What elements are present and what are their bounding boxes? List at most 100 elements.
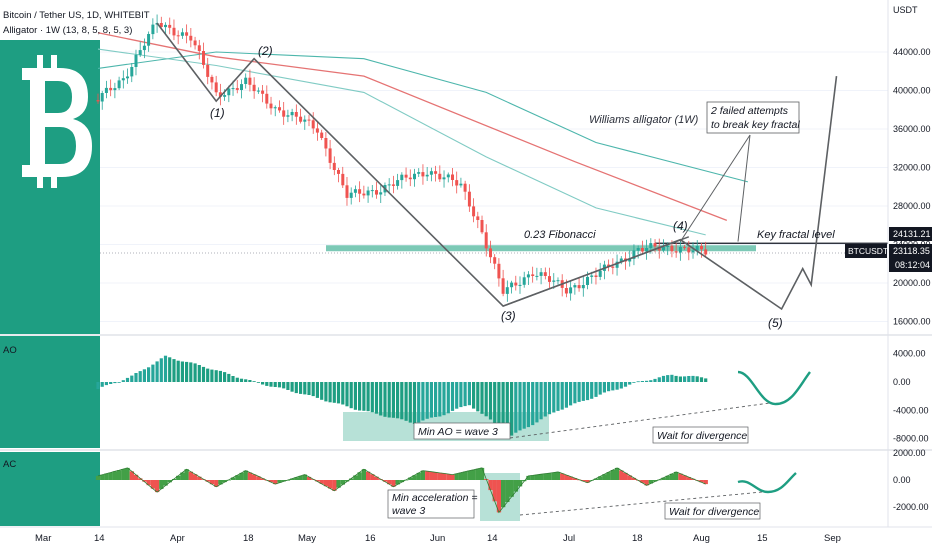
- ao-bar: [235, 377, 239, 382]
- ac-area-segment: [615, 467, 620, 480]
- ac-area-segment: [475, 468, 480, 480]
- ac-area-segment: [674, 471, 679, 480]
- candle-body: [185, 32, 189, 36]
- ao-bar: [151, 364, 155, 382]
- ac-area-segment: [496, 480, 502, 513]
- price-axis[interactable]: USDT 44000.00 40000.00 36000.00 32000.00 280…: [845, 0, 932, 527]
- symbol-badge-label: BTCUSDT: [848, 246, 888, 256]
- ac-area-segment: [277, 480, 282, 483]
- candle-body: [662, 247, 665, 251]
- ac-area-segment: [560, 473, 565, 480]
- ac-area-segment: [627, 475, 632, 480]
- ao-bar: [223, 372, 227, 382]
- ao-bar: [332, 382, 336, 403]
- ac-area-segment: [585, 480, 590, 483]
- ao-bar: [159, 358, 163, 382]
- candle-body: [442, 177, 446, 180]
- ao-bar: [358, 382, 362, 411]
- candle-body: [172, 27, 176, 36]
- ac-pane[interactable]: Min acceleration = wave 3 Wait for diver…: [0, 449, 932, 526]
- ac-tick: 0.00: [893, 475, 911, 485]
- ac-area-segment: [408, 477, 413, 480]
- candle-body: [189, 35, 193, 41]
- ac-projection-curve: [737, 472, 797, 494]
- candle-body: [564, 288, 568, 294]
- ao-pane-label[interactable]: AO: [3, 345, 17, 356]
- candle-body: [649, 243, 653, 248]
- ac-area-segment: [652, 480, 658, 482]
- candle-body: [628, 259, 632, 262]
- ao-bar: [299, 382, 303, 394]
- symbol-title[interactable]: Bitcoin / Tether US, 1D, WHITEBIT: [3, 10, 150, 21]
- price-tick: 32000.00: [893, 163, 931, 173]
- ao-bar: [569, 382, 573, 406]
- ao-tick: 4000.00: [893, 349, 926, 359]
- ac-area-segment: [370, 474, 375, 480]
- time-axis[interactable]: Mar 14 Apr 18 May 16 Jun 14 Jul 18 Aug 1…: [0, 526, 932, 544]
- ao-bar: [379, 382, 383, 416]
- ao-bar: [252, 381, 256, 382]
- ao-bar: [391, 382, 395, 418]
- ac-area-segment: [306, 476, 312, 480]
- ac-area-segment: [294, 477, 299, 480]
- ac-area-segment: [230, 477, 236, 480]
- ac-area-segment: [399, 480, 404, 483]
- ac-area-segment: [505, 480, 510, 502]
- fractal-price-label: 24131.21: [893, 229, 931, 239]
- ao-bar: [514, 382, 518, 433]
- candle-body: [227, 88, 231, 96]
- indicator-title[interactable]: Alligator · 1W (13, 8, 5, 8, 5, 3): [3, 25, 133, 36]
- ac-area-segment: [539, 474, 544, 480]
- candle-body: [362, 193, 366, 196]
- ac-area-segment: [222, 480, 227, 483]
- ao-bar: [210, 369, 214, 382]
- candle-body: [510, 282, 514, 288]
- price-tick: 44000.00: [893, 47, 931, 57]
- ac-area-segment: [568, 476, 573, 480]
- ao-bar: [547, 382, 552, 415]
- ac-pane-label[interactable]: AC: [3, 459, 17, 470]
- candle-body: [691, 250, 695, 253]
- candle-body: [548, 276, 551, 282]
- ao-bar: [248, 380, 252, 382]
- ao-pane[interactable]: Min AO = wave 3 Wait for divergence: [0, 334, 932, 448]
- min-ao-label: Min AO = wave 3: [418, 426, 498, 438]
- ac-area-segment: [610, 470, 615, 480]
- min-ao-box: [413, 422, 511, 440]
- ao-bar: [573, 382, 577, 404]
- candle-body: [370, 190, 374, 192]
- ao-bar: [505, 382, 509, 434]
- candle-body: [489, 248, 492, 258]
- ao-bar: [455, 382, 459, 409]
- ao-bar: [585, 382, 590, 401]
- ac-area-segment: [112, 471, 118, 480]
- ao-bar: [425, 382, 429, 419]
- ao-side-panel: [0, 336, 100, 448]
- ao-bar: [590, 382, 594, 399]
- price-tick: 36000.00: [893, 124, 931, 134]
- ao-bar: [480, 382, 484, 414]
- candle-body: [480, 220, 484, 233]
- time-label: Sep: [824, 533, 841, 544]
- candle-body: [176, 35, 180, 37]
- ac-area-segment: [125, 467, 130, 480]
- candle-body: [556, 280, 560, 282]
- wait-divergence-label-1: Wait for divergence: [657, 430, 747, 442]
- ao-bar: [163, 355, 168, 382]
- price-pane[interactable]: (1) (2) (3) (4) (5) Williams alligator (…: [0, 14, 888, 335]
- ac-area-segment: [129, 471, 134, 480]
- min-acc-line1: Min acceleration =: [392, 492, 478, 504]
- ao-tick: 0.00: [893, 377, 911, 387]
- ao-bar: [560, 382, 564, 410]
- candle-body: [299, 116, 303, 122]
- ac-area-segment: [420, 470, 426, 480]
- candle-body: [484, 232, 488, 249]
- ac-area-segment: [323, 480, 329, 487]
- failed-attempts-line2: to break key fractal: [711, 119, 800, 131]
- ac-tick-labels: 2000.00 0.00 -2000.00: [893, 448, 929, 512]
- elliott-wave-path: [156, 22, 838, 311]
- ao-bar: [535, 382, 539, 423]
- ao-tick: -8000.00: [893, 434, 929, 444]
- ao-bar: [577, 382, 581, 402]
